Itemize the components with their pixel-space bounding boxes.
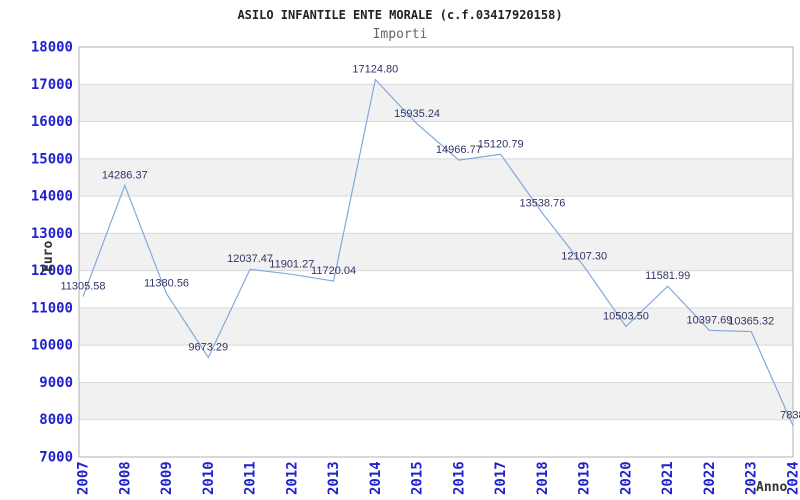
x-tick-label: 2021 bbox=[660, 461, 676, 495]
x-tick-label: 2007 bbox=[76, 461, 92, 495]
x-tick-label: 2020 bbox=[618, 461, 634, 495]
data-point-label: 14966.77 bbox=[436, 144, 482, 156]
data-point-label: 13538.76 bbox=[519, 197, 565, 209]
data-point-label: 10503.50 bbox=[603, 310, 649, 322]
y-tick-label: 12000 bbox=[31, 263, 73, 279]
x-tick-label: 2009 bbox=[159, 461, 175, 495]
band bbox=[79, 158, 793, 197]
chart-title: ASILO INFANTILE ENTE MORALE (c.f.0341792… bbox=[237, 8, 562, 22]
x-tick-label: 2011 bbox=[243, 461, 259, 495]
band bbox=[79, 307, 793, 346]
x-tick-label: 2023 bbox=[744, 461, 760, 495]
plot-border bbox=[78, 46, 794, 458]
y-tick-label: 14000 bbox=[31, 189, 73, 205]
background-bands bbox=[79, 84, 793, 420]
data-point-label: 15120.79 bbox=[478, 138, 524, 150]
y-tick-label: 11000 bbox=[31, 300, 73, 316]
band bbox=[79, 382, 793, 420]
data-point-label: 15935.24 bbox=[394, 108, 440, 120]
x-tick-label: 2017 bbox=[493, 461, 509, 495]
y-axis-tick-labels: 18000 17000 16000 15000 14000 13000 12000 11000… bbox=[31, 40, 73, 466]
data-point-label: 11305.58 bbox=[60, 281, 105, 293]
x-tick-label: 2014 bbox=[368, 461, 384, 495]
data-point-labels: 11305.5814286.3711380.569673.2912037.471… bbox=[60, 64, 800, 422]
x-tick-label: 2016 bbox=[451, 461, 467, 495]
y-tick-label: 8000 bbox=[39, 412, 73, 428]
x-axis-tick-labels: 2007 2008 2009 2010 2011 2012 2013 2014 2015 2016… bbox=[76, 461, 800, 495]
x-tick-label: 2008 bbox=[117, 461, 133, 495]
y-axis-title: Euro bbox=[41, 241, 56, 272]
band bbox=[79, 233, 793, 271]
series-line-group bbox=[82, 78, 794, 426]
data-point-label: 10397.69 bbox=[687, 314, 733, 326]
data-point-label: 12037.47 bbox=[227, 253, 273, 265]
data-point-label: 7838.8 bbox=[780, 410, 800, 422]
x-tick-label: 2012 bbox=[284, 461, 300, 495]
series-line bbox=[82, 78, 794, 426]
x-axis-title: Anno bbox=[756, 480, 787, 495]
x-tick-label: 2019 bbox=[577, 461, 593, 495]
data-point-label: 9673.29 bbox=[188, 341, 228, 353]
x-tick-label: 2018 bbox=[535, 461, 551, 495]
y-tick-label: 16000 bbox=[31, 114, 73, 130]
data-point-label: 11380.56 bbox=[144, 278, 189, 290]
chart-subtitle: Importi bbox=[373, 27, 428, 42]
y-tick-label: 10000 bbox=[31, 338, 73, 354]
y-tick-label: 18000 bbox=[31, 40, 73, 56]
gridlines bbox=[79, 83, 793, 421]
data-point-label: 14286.37 bbox=[102, 169, 148, 181]
y-tick-label: 13000 bbox=[31, 226, 73, 242]
y-tick-label: 15000 bbox=[31, 151, 73, 167]
y-tick-label: 7000 bbox=[39, 450, 73, 466]
x-tick-label: 2024 bbox=[786, 461, 800, 495]
data-point-label: 17124.80 bbox=[352, 64, 398, 76]
band bbox=[79, 84, 793, 122]
data-point-label: 11901.27 bbox=[269, 258, 314, 270]
x-tick-label: 2022 bbox=[702, 461, 718, 495]
data-point-label: 11581.99 bbox=[645, 270, 690, 282]
data-point-label: 11720.04 bbox=[311, 265, 356, 277]
data-point-label: 12107.30 bbox=[561, 251, 607, 263]
y-tick-label: 9000 bbox=[39, 375, 73, 391]
x-tick-label: 2010 bbox=[201, 461, 217, 495]
x-tick-label: 2013 bbox=[326, 461, 342, 495]
y-tick-label: 17000 bbox=[31, 77, 73, 93]
data-point-label: 10365.32 bbox=[728, 316, 774, 328]
x-tick-label: 2015 bbox=[410, 461, 426, 495]
